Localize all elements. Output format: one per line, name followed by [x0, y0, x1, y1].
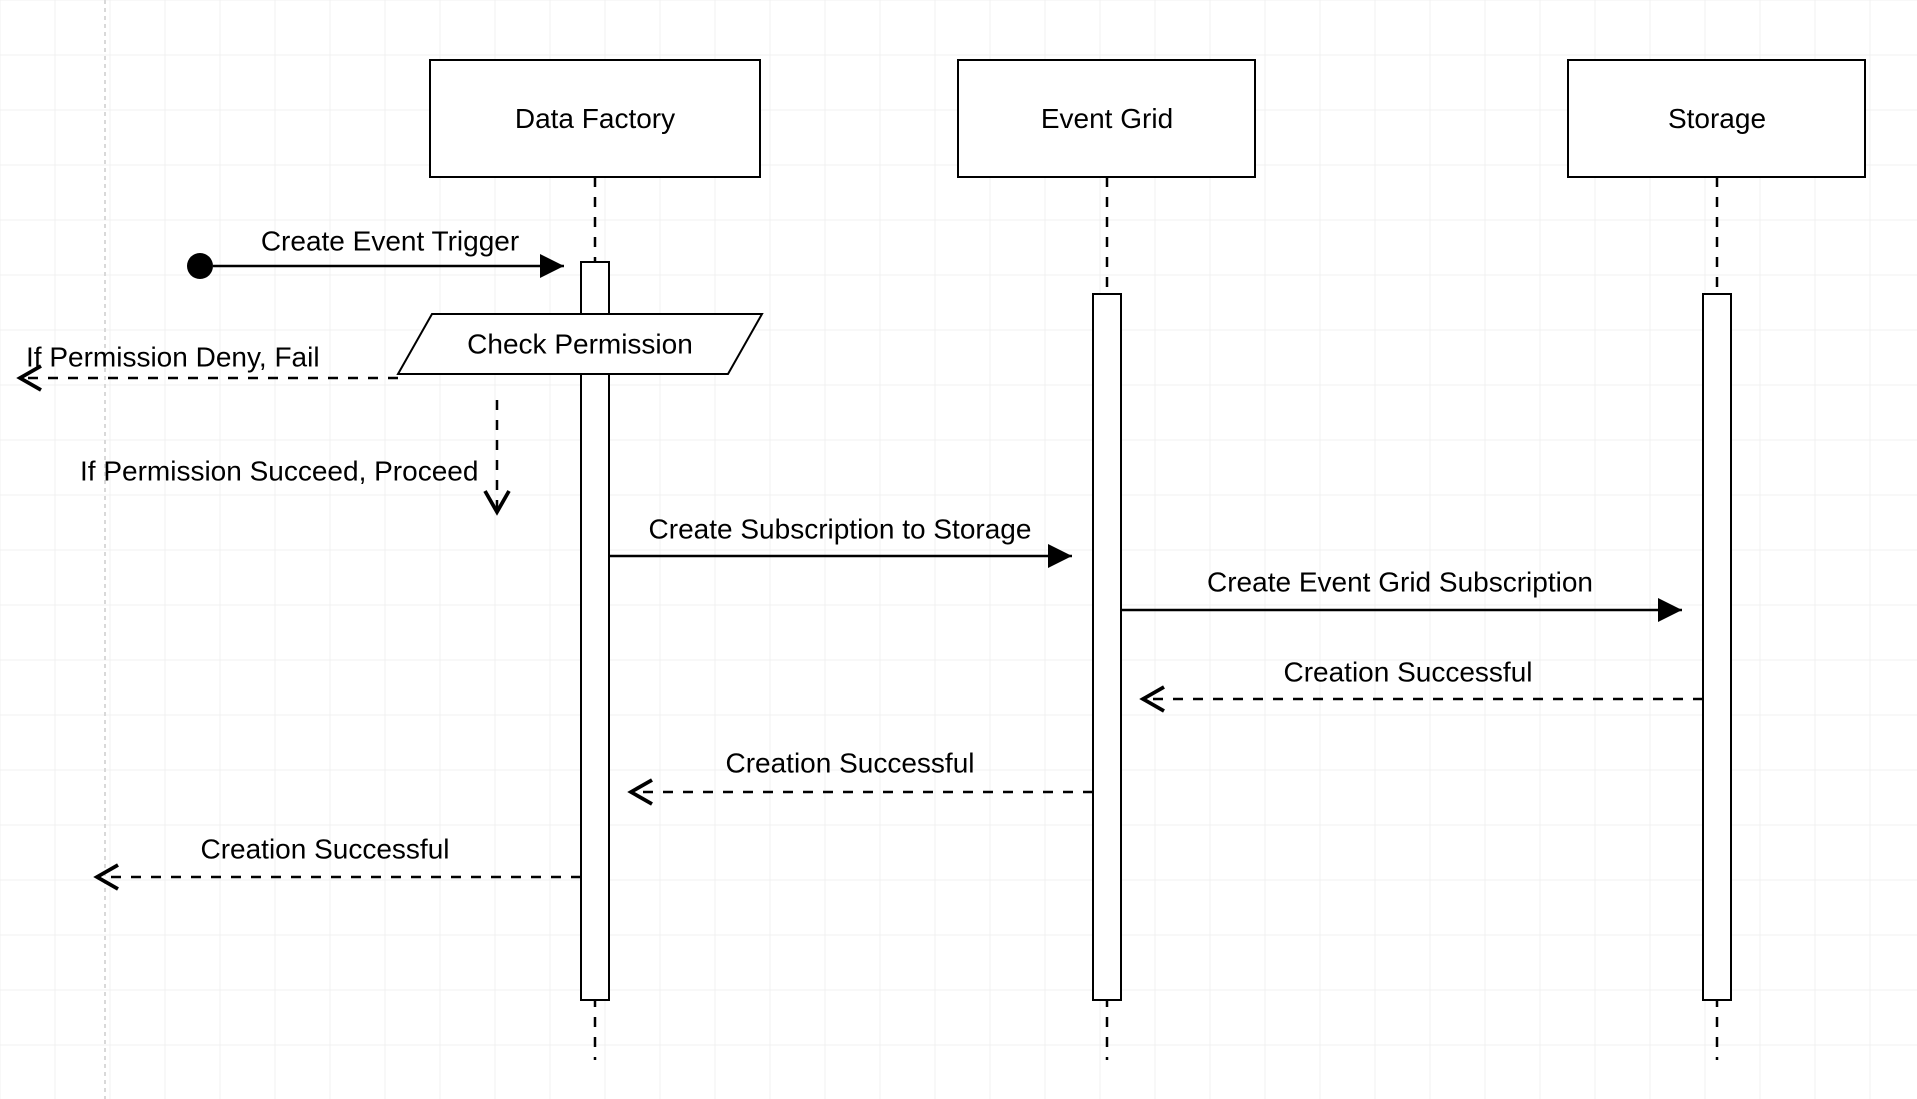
participant-storage: Storage	[1568, 60, 1865, 177]
message-label-proceed: If Permission Succeed, Proceed	[80, 456, 478, 487]
message-label-success_3: Creation Successful	[200, 834, 449, 865]
participant-data_factory: Data Factory	[430, 60, 760, 177]
message-label-fail: If Permission Deny, Fail	[26, 342, 320, 373]
message-create_trigger: Create Event Trigger	[213, 226, 564, 267]
participant-label-data_factory: Data Factory	[515, 103, 675, 134]
participant-event_grid: Event Grid	[958, 60, 1255, 177]
message-label-success_1: Creation Successful	[1283, 657, 1532, 688]
actor-start	[187, 253, 213, 279]
message-fail: If Permission Deny, Fail	[20, 342, 398, 379]
message-label-success_2: Creation Successful	[725, 748, 974, 779]
participant-label-event_grid: Event Grid	[1041, 103, 1173, 134]
message-success_1: Creation Successful	[1143, 657, 1703, 700]
message-create_eg_sub: Create Event Grid Subscription	[1121, 567, 1682, 611]
sequence-diagram: Data Factory Event Grid Storage Check Perm…	[0, 0, 1917, 1099]
participant-label-storage: Storage	[1668, 103, 1766, 134]
message-success_3: Creation Successful	[97, 834, 581, 878]
message-label-create_sub_storage: Create Subscription to Storage	[649, 514, 1032, 545]
activation-event_grid	[1093, 294, 1121, 1000]
activation-storage	[1703, 294, 1731, 1000]
message-label-create_eg_sub: Create Event Grid Subscription	[1207, 567, 1593, 598]
message-label-create_trigger: Create Event Trigger	[261, 226, 519, 257]
check-permission-node: Check Permission	[398, 314, 762, 374]
check-permission-label: Check Permission	[467, 329, 693, 360]
